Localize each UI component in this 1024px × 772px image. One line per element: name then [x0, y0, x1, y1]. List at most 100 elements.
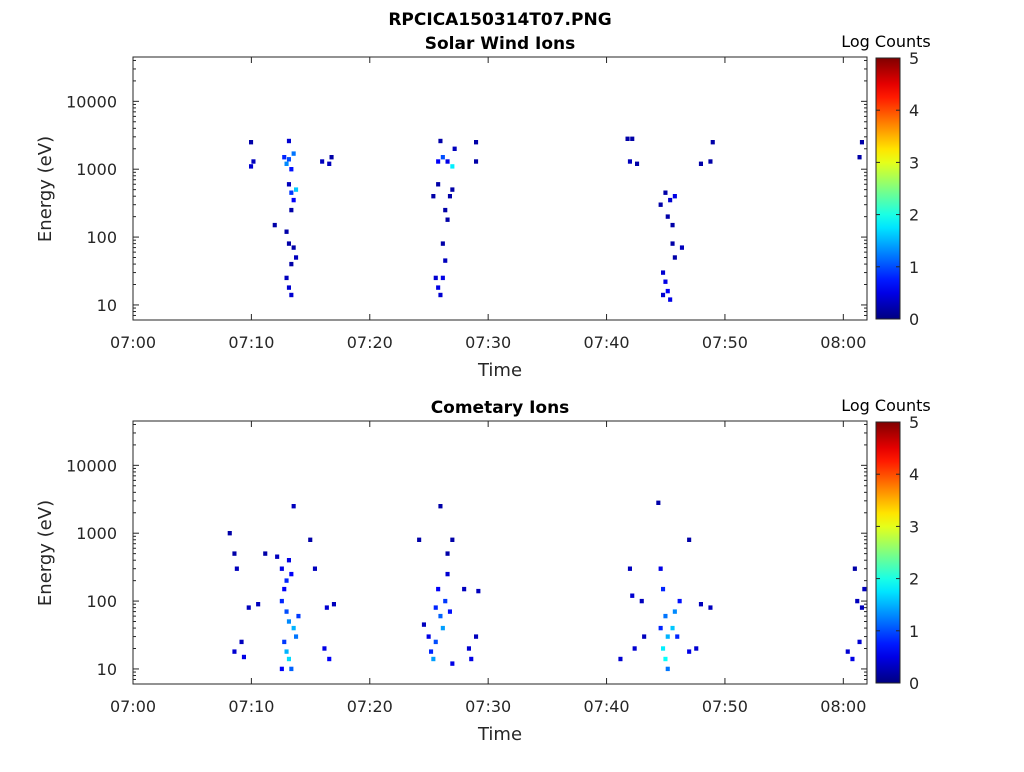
heatmap-cell — [294, 187, 299, 192]
heatmap-cell — [291, 625, 296, 631]
heatmap-cell — [331, 602, 336, 607]
heatmap-cell — [665, 214, 670, 219]
heatmap-cell — [256, 602, 261, 607]
heatmap-cell — [232, 551, 237, 556]
heatmap-cell — [670, 241, 675, 246]
heatmap-cell — [279, 566, 284, 571]
heatmap-cell — [665, 666, 670, 672]
heatmap-cell — [308, 537, 313, 542]
heatmap-cell — [291, 504, 296, 509]
heatmap-cell — [663, 190, 668, 195]
heatmap-cell — [694, 646, 699, 651]
heatmap-cell — [296, 613, 301, 619]
heatmap-cell — [263, 551, 268, 556]
heatmap-cell — [289, 207, 294, 213]
heatmap-cell — [698, 161, 703, 166]
colorbar-tick-label: 4 — [909, 465, 919, 484]
panel-cometary-ions: Cometary Ions 07:00 07:10 07:20 07:30 07:40 0… — [35, 396, 931, 745]
y-axis: 10 100 1000 10000 — [66, 59, 867, 321]
heatmap-cell — [862, 586, 867, 592]
heatmap-cell — [286, 138, 291, 144]
heatmap-cell — [324, 605, 329, 610]
heatmap-cell — [431, 194, 436, 199]
heatmap-cell — [618, 656, 623, 662]
heatmap-cell — [272, 222, 277, 228]
y-tick-label: 1000 — [76, 524, 117, 543]
panel-solar-wind-ions: Solar Wind Ions 07:00 07:10 07:20 07:30 07:4… — [35, 32, 931, 381]
heatmap-cell — [289, 666, 294, 672]
colorbar-tick-label: 4 — [909, 101, 919, 120]
heatmap-cell — [850, 656, 855, 662]
heatmap-cell — [282, 155, 287, 160]
heatmap-cell — [286, 558, 291, 563]
x-tick-label: 07:40 — [583, 697, 629, 716]
heatmap-cell — [672, 255, 677, 260]
heatmap-cell — [658, 625, 663, 631]
heatmap-cell — [462, 586, 467, 592]
heatmap-cell — [474, 634, 479, 639]
heatmap-cell — [670, 625, 675, 631]
heatmap-cell — [466, 646, 471, 651]
x-tick-label: 07:00 — [110, 697, 156, 716]
heatmap-cell — [284, 275, 289, 281]
heatmap-cell — [452, 146, 457, 151]
axes-frame — [132, 56, 868, 321]
heatmap-cell — [443, 258, 448, 263]
heatmap-cell — [708, 605, 713, 610]
heatmap-cell — [431, 656, 436, 662]
heatmap-cell — [855, 598, 860, 604]
heatmap-cell — [329, 155, 334, 160]
heatmap-cell — [708, 159, 713, 164]
x-tick-label: 08:00 — [820, 333, 866, 352]
heatmap-cell — [289, 292, 294, 298]
heatmap-cell — [665, 288, 670, 294]
heatmap-cell — [246, 605, 251, 610]
heatmap-cell — [450, 537, 455, 542]
heatmap-cell — [663, 613, 668, 619]
heatmap-cell — [661, 646, 666, 651]
y-axis: 10 100 1000 10000 — [66, 423, 867, 685]
y-tick-label: 100 — [86, 592, 117, 611]
heatmap-cell — [291, 245, 296, 250]
heatmap-cell — [421, 622, 426, 627]
x-axis-label: Time — [477, 724, 522, 745]
colorbar-ticks: 0 1 2 3 4 5 — [876, 49, 919, 329]
heatmap-cell — [289, 190, 294, 195]
y-tick-label: 10 — [97, 296, 117, 315]
heatmap-cell — [658, 202, 663, 207]
heatmap-cell — [436, 586, 441, 592]
heatmap-cell — [630, 136, 635, 141]
y-tick-label: 10000 — [66, 456, 117, 475]
x-tick-label: 08:00 — [820, 697, 866, 716]
heatmap-cell — [627, 159, 632, 164]
heatmap-cell — [672, 609, 677, 614]
heatmap-cell — [429, 649, 434, 654]
heatmap-cell — [670, 222, 675, 228]
heatmap-cell — [284, 161, 289, 166]
heatmap-cell — [668, 297, 673, 302]
heatmap-cell — [234, 566, 239, 571]
colorbar-label: Log Counts — [841, 32, 931, 51]
panel-title: Cometary Ions — [431, 398, 570, 418]
heatmap-cell — [289, 261, 294, 267]
heatmap-cell — [436, 182, 441, 187]
x-tick-label: 07:10 — [228, 333, 274, 352]
heatmap-cell — [227, 531, 232, 536]
heatmap-cell — [279, 598, 284, 604]
heatmap-cell — [438, 504, 443, 509]
heatmap-cell — [275, 554, 280, 559]
heatmap-cell — [474, 140, 479, 145]
heatmap-cell — [443, 598, 448, 604]
heatmap-cell — [438, 292, 443, 298]
heatmap-cell — [436, 285, 441, 290]
heatmap-cell — [630, 593, 635, 598]
x-axis: 07:00 07:10 07:20 07:30 07:40 07:50 08:00 — [110, 57, 866, 352]
plot-area — [133, 421, 867, 684]
heatmap-cell — [284, 578, 289, 583]
heatmap-cell — [857, 639, 862, 645]
heatmap-cell — [294, 634, 299, 639]
x-tick-label: 07:20 — [347, 697, 393, 716]
figure-title: RPCICA150314T07.PNG — [388, 10, 611, 30]
heatmap-cell — [279, 666, 284, 672]
